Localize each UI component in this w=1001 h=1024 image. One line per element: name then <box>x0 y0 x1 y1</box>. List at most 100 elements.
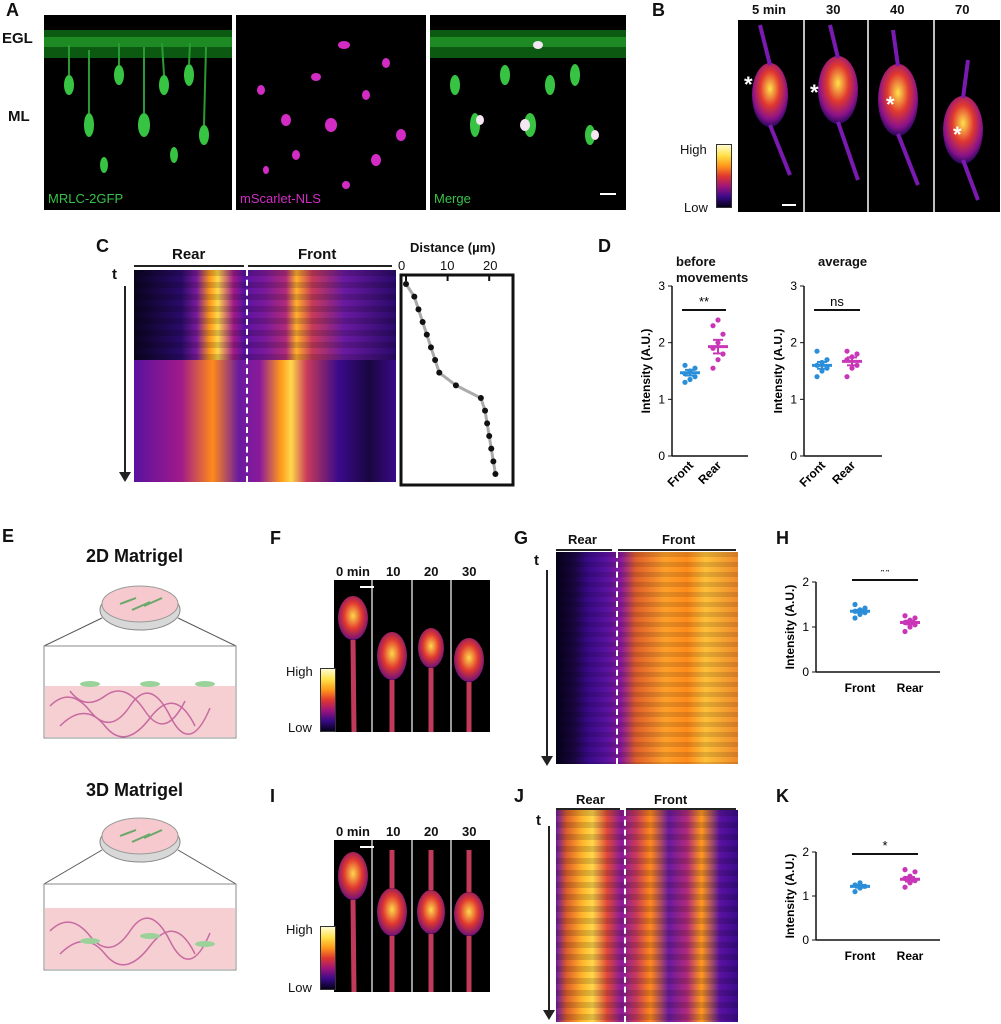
c-front-rule <box>248 265 392 267</box>
channel-label-nls: mScarlet-NLS <box>240 191 321 206</box>
i-time-2: 20 <box>424 824 439 839</box>
f-cells-graphic <box>338 580 484 732</box>
c-trajectory-point <box>492 471 499 477</box>
g-front-label: Front <box>662 532 696 547</box>
image-mrlc-2gfp: MRLC-2GFP <box>44 15 232 210</box>
y-tick-label: 3 <box>658 280 665 293</box>
channel-label-merge: Merge <box>434 191 471 206</box>
nls-nuclei-graphic <box>257 41 406 189</box>
d-before-plot: 0 1 2 3 Intensity (A.U.) Front Rear ** <box>639 280 748 490</box>
i-time-0: 0 min <box>336 824 370 839</box>
data-point <box>814 348 820 354</box>
c-time-arrow <box>119 286 131 482</box>
d-average-plot: 0 1 2 3 Intensity (A.U.) Front Rear ns <box>774 280 882 490</box>
x-category-label: Front <box>797 458 829 490</box>
data-point <box>710 323 716 329</box>
data-point <box>715 317 721 323</box>
x-category-label: Front <box>665 458 697 490</box>
significance-label: * <box>882 838 887 853</box>
c-trajectory-point <box>488 445 495 452</box>
svg-text:*: * <box>744 72 753 97</box>
significance-label: ** <box>699 294 709 309</box>
b-colorbar <box>716 144 732 208</box>
c-trajectory-point <box>490 458 497 465</box>
y-tick-label: 0 <box>802 665 809 679</box>
c-trajectory-point <box>415 306 422 313</box>
d-left-title: before movements <box>676 254 749 285</box>
image-mscarlet-nls: mScarlet-NLS <box>236 15 426 210</box>
c-trajectory-point <box>436 369 443 376</box>
x-category-label: Rear <box>695 458 724 487</box>
c-trajectory-point <box>452 382 459 389</box>
panel-label-e: E <box>2 526 15 546</box>
g-rear-label: Rear <box>568 532 597 547</box>
panel-label-f: F <box>270 528 281 548</box>
c-trajectory-point <box>411 293 418 300</box>
y-tick-label: 2 <box>658 336 665 350</box>
c-trajectory-point <box>484 420 491 427</box>
d-right-title: average <box>818 254 868 269</box>
c-trajectory-point <box>477 395 484 401</box>
y-axis-label: Intensity (A.U.) <box>783 585 797 670</box>
data-point <box>710 365 716 371</box>
c-dist-tick-10: 10 <box>440 258 455 273</box>
data-point <box>715 357 721 363</box>
x-category-label: Rear <box>897 949 924 963</box>
y-tick-label: 2 <box>802 575 809 589</box>
i-time-1: 10 <box>386 824 401 839</box>
panel-label-j: J <box>514 786 525 806</box>
y-tick-label: 0 <box>658 449 665 463</box>
j-kymograph <box>556 810 738 1022</box>
j-t-label: t <box>536 812 541 829</box>
data-point <box>902 628 908 635</box>
j-rear-label: Rear <box>576 792 605 807</box>
e-title-2d: 2D Matrigel <box>86 546 184 566</box>
c-trajectory-point <box>423 331 430 338</box>
i-time-3: 30 <box>462 824 477 839</box>
f-time-2: 20 <box>424 564 439 579</box>
y-tick-label: 2 <box>802 845 809 859</box>
data-point <box>902 884 908 890</box>
image-merge: Merge <box>430 15 626 210</box>
merge-graphic <box>430 30 626 195</box>
panel-label-k: K <box>776 786 789 806</box>
panel-label-h: H <box>776 528 789 548</box>
x-category-label: Front <box>845 949 876 963</box>
y-tick-label: 1 <box>802 889 809 903</box>
g-front-rule <box>618 549 736 551</box>
c-kymograph <box>134 270 396 482</box>
g-dashed-line <box>616 552 618 764</box>
b-cells-graphic: * * * * <box>744 20 983 212</box>
panel-label-a: A <box>6 0 19 20</box>
f-colorbar <box>320 668 336 732</box>
x-category-label: Rear <box>897 681 924 695</box>
data-point <box>852 889 858 895</box>
image-f-timelapse <box>334 580 490 732</box>
c-trajectory-point <box>403 281 409 287</box>
j-dashed-line <box>624 810 626 1022</box>
i-cells-graphic <box>338 840 484 992</box>
e-2d-dish <box>101 585 179 623</box>
i-colorbar-low: Low <box>288 980 312 995</box>
channel-label-gfp: MRLC-2GFP <box>48 191 124 206</box>
panel-label-c: C <box>96 236 109 256</box>
significance-label: ** <box>880 570 890 579</box>
data-point <box>852 615 858 621</box>
merge-label-text: Merge <box>434 191 471 206</box>
data-point <box>814 374 820 380</box>
panel-label-i: I <box>270 786 276 806</box>
b-colorbar-low: Low <box>684 200 708 215</box>
j-time-arrow <box>543 826 555 1020</box>
y-tick-label: 3 <box>790 280 797 293</box>
y-tick-label: 1 <box>658 392 665 406</box>
y-tick-label: 1 <box>802 620 809 634</box>
x-category-label: Rear <box>829 458 858 487</box>
c-trajectory-line <box>404 283 497 475</box>
f-time-0: 0 min <box>336 564 370 579</box>
b-time-1: 30 <box>826 2 841 17</box>
y-tick-label: 2 <box>790 336 797 350</box>
k-plot: 0 1 2 Intensity (A.U.) Front Rear * <box>783 838 940 963</box>
panel-label-g: G <box>514 528 529 548</box>
c-dist-tick-20: 20 <box>483 258 498 273</box>
y-tick-label: 1 <box>790 392 797 406</box>
